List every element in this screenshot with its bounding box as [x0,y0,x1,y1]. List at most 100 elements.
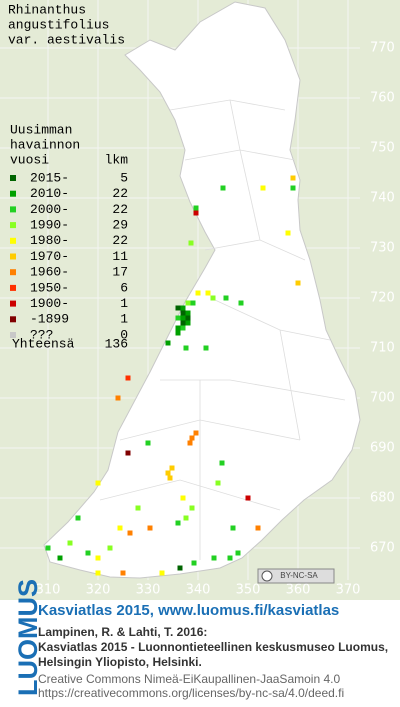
y-tick-label: 700 [370,391,395,406]
observation [175,305,181,311]
title: angustifolius [8,17,109,32]
observation [175,325,181,331]
legend-swatch [10,332,16,338]
observation [188,240,194,246]
observation [260,185,266,191]
observation [219,460,225,466]
observation [145,440,151,446]
x-tick-label: 370 [336,583,361,598]
legend-label: 1990- [30,218,69,233]
legend-label: 1970- [30,249,69,264]
legend-swatch [10,222,16,229]
y-tick-label: 720 [370,291,395,306]
legend-header: vuosi [10,152,49,167]
y-tick-label: 770 [370,41,395,56]
observation [115,395,121,401]
x-tick-label: 360 [286,583,311,598]
title: Rhinanthus [8,2,86,17]
legend-count: 1 [120,312,128,327]
legend-swatch [10,253,16,260]
observation [135,505,141,511]
observation [117,525,123,531]
observation [125,450,131,456]
legend-swatch [10,206,16,213]
observation [165,340,171,346]
observation [205,290,211,296]
legend-label: 2000- [30,202,69,217]
observation [95,480,101,486]
license: Creative Commons Nimeä-EiKaupallinen-Jaa… [38,672,340,686]
observation [95,570,101,576]
total-label: Yhteensä [12,336,75,351]
observation [215,480,221,486]
legend-swatch [10,175,16,181]
legend-label: -1899 [30,312,69,327]
observation [159,570,165,576]
observation [223,295,229,301]
observation [185,310,191,316]
legend-count: 5 [120,170,128,185]
observation [67,540,73,546]
y-tick-label: 730 [370,241,395,256]
legend-label: 1980- [30,233,69,248]
observation [180,320,186,326]
x-tick-label: 350 [236,583,261,598]
observation [183,515,189,521]
observation [193,430,199,436]
x-tick-label: 340 [186,583,211,598]
link: Kasviatlas 2015, www.luomus.fi/kasviatla… [38,602,339,619]
observation [165,470,171,476]
legend-label: 2015- [30,170,69,185]
legend-swatch [10,190,16,197]
legend-count: 29 [112,218,128,233]
observation [220,185,226,191]
y-tick-label: 740 [370,191,395,206]
legend-swatch [10,237,16,244]
observation [183,345,189,351]
observation [57,555,63,561]
observation [193,205,199,211]
y-tick-label: 760 [370,91,395,106]
observation [180,325,186,331]
cc-icon [261,570,273,582]
legend-count: 22 [112,233,128,248]
legend-header: Uusimman [10,122,72,137]
citation: Lampinen, R. & Lahti, T. 2016: [38,625,207,639]
legend-label: 1960- [30,265,69,280]
observation [185,315,191,321]
legend-swatch [10,316,16,323]
observation [177,565,183,571]
observation [195,290,201,296]
observation [175,520,181,526]
x-tick-label: 330 [136,583,161,598]
legend-swatch [10,284,16,291]
x-tick-label: 310 [36,583,61,598]
legend-swatch [10,300,16,307]
observation [227,555,233,561]
observation [45,545,51,551]
observation [245,495,251,501]
license-badge [257,568,335,584]
observation [120,570,126,576]
observation [190,300,196,306]
observation [180,305,186,311]
observation [180,310,186,316]
legend-header: havainnon [10,137,80,152]
x-tick-label: 320 [86,583,111,598]
legend-count: 22 [112,202,128,217]
observation [85,550,91,556]
observation [169,465,175,471]
y-tick-label: 750 [370,141,395,156]
citation: Kasviatlas 2015 - Luonnontieteellinen ke… [38,640,388,654]
observation [180,315,186,321]
observation [167,475,173,481]
y-tick-label: 670 [370,541,395,556]
observation [193,210,199,216]
observation [285,230,291,236]
observation [189,505,195,511]
observation [127,530,133,536]
observation [107,545,113,551]
legend-label: ??? [30,327,53,342]
region-borders [99,99,346,560]
